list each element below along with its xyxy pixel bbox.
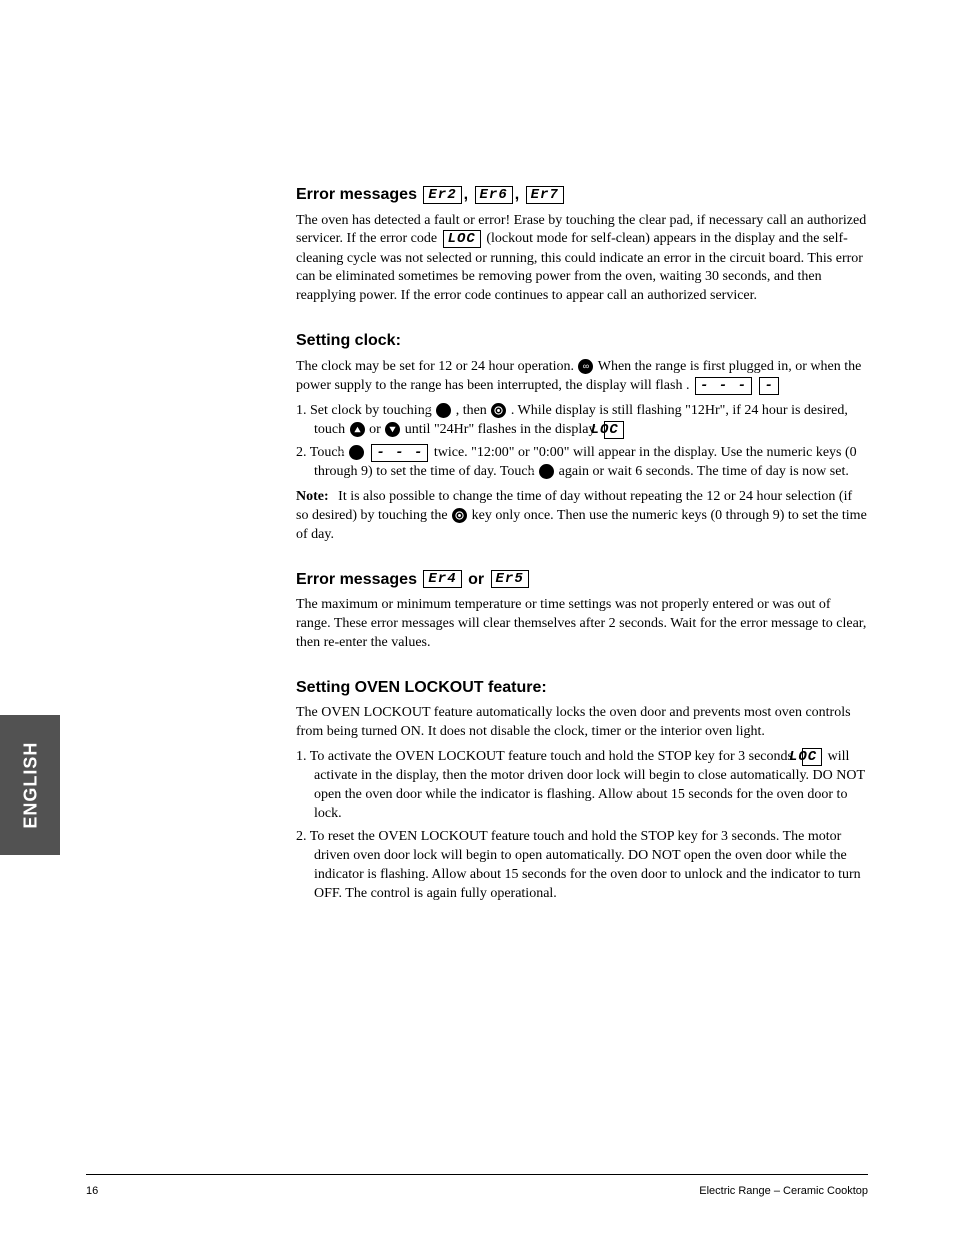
lcd-loc-1: LOC (443, 230, 481, 248)
text: 2. Touch (296, 445, 345, 460)
lcd-er2: Er2 (423, 186, 461, 204)
text: until "24Hr" flashes in the display. (405, 422, 598, 437)
text: again or wait 6 seconds. The time of day… (559, 464, 849, 479)
up-arrow-icon (350, 422, 365, 437)
lcd-er4: Er4 (423, 570, 461, 588)
or-text: or (468, 571, 488, 588)
lockout-step-2: 2. To reset the OVEN LOCKOUT feature tou… (296, 828, 868, 904)
title-text-1: Error messages (296, 186, 421, 203)
text: 2. To reset the OVEN LOCKOUT feature tou… (296, 829, 861, 901)
page-footer: 16 Electric Range – Ceramic Cooktop (86, 1184, 868, 1199)
error-45-title: Error messages Er4 or Er5 (296, 569, 868, 591)
setting-clock-title: Setting clock: (296, 330, 868, 352)
footer-divider (86, 1174, 868, 1175)
lockout-title: Setting OVEN LOCKOUT feature: (296, 677, 868, 699)
target-icon (452, 508, 467, 523)
lockout-para-1: The OVEN LOCKOUT feature automatically l… (296, 704, 868, 742)
error-messages-title: Error messages Er2, Er6, Er7 (296, 184, 868, 206)
lockout-step-1: 1. To activate the OVEN LOCKOUT feature … (296, 748, 868, 824)
page-number: 16 (86, 1184, 98, 1199)
note-label: Note: (296, 489, 329, 504)
lcd-loc-3: LOC (802, 748, 822, 766)
target-icon (491, 403, 506, 418)
text: or (369, 422, 381, 437)
lcd-dashes4: - - - - (371, 444, 429, 462)
lcd-dash1: - (759, 377, 778, 395)
down-arrow-icon (385, 422, 400, 437)
error-45-para: The maximum or minimum temperature or ti… (296, 596, 868, 653)
text: , then (456, 403, 487, 418)
title-text-3: Error messages (296, 571, 421, 588)
lcd-er7: Er7 (526, 186, 564, 204)
infinity-icon: ∞ (539, 464, 554, 479)
lcd-er5: Er5 (491, 570, 529, 588)
clock-note: Note: It is also possible to change the … (296, 488, 868, 545)
language-tab: ENGLISH (0, 715, 60, 855)
lcd-dashes3: - - - (695, 377, 752, 395)
error-para-1: The oven has detected a fault or error! … (296, 212, 868, 307)
clock-step-2: 2. Touch ∞ - - - - twice. "12:00" or "0:… (296, 444, 868, 482)
text: 1. Set clock by touching (296, 403, 432, 418)
clock-para-1: The clock may be set for 12 or 24 hour o… (296, 358, 868, 396)
clock-step-1: 1. Set clock by touching ∞ , then . Whil… (296, 402, 868, 440)
text: 1. To activate the OVEN LOCKOUT feature … (296, 749, 796, 764)
text: The clock may be set for 12 or 24 hour o… (296, 359, 574, 374)
lcd-loc-2: LOC (604, 421, 624, 439)
page-content: Error messages Er2, Er6, Er7 The oven ha… (296, 0, 868, 904)
infinity-icon: ∞ (436, 403, 451, 418)
footer-title: Electric Range – Ceramic Cooktop (699, 1184, 868, 1199)
lcd-er6: Er6 (475, 186, 513, 204)
language-tab-label: ENGLISH (18, 741, 42, 828)
infinity-icon: ∞ (578, 359, 593, 374)
manual-page: ENGLISH Error messages Er2, Er6, Er7 The… (0, 0, 954, 1235)
